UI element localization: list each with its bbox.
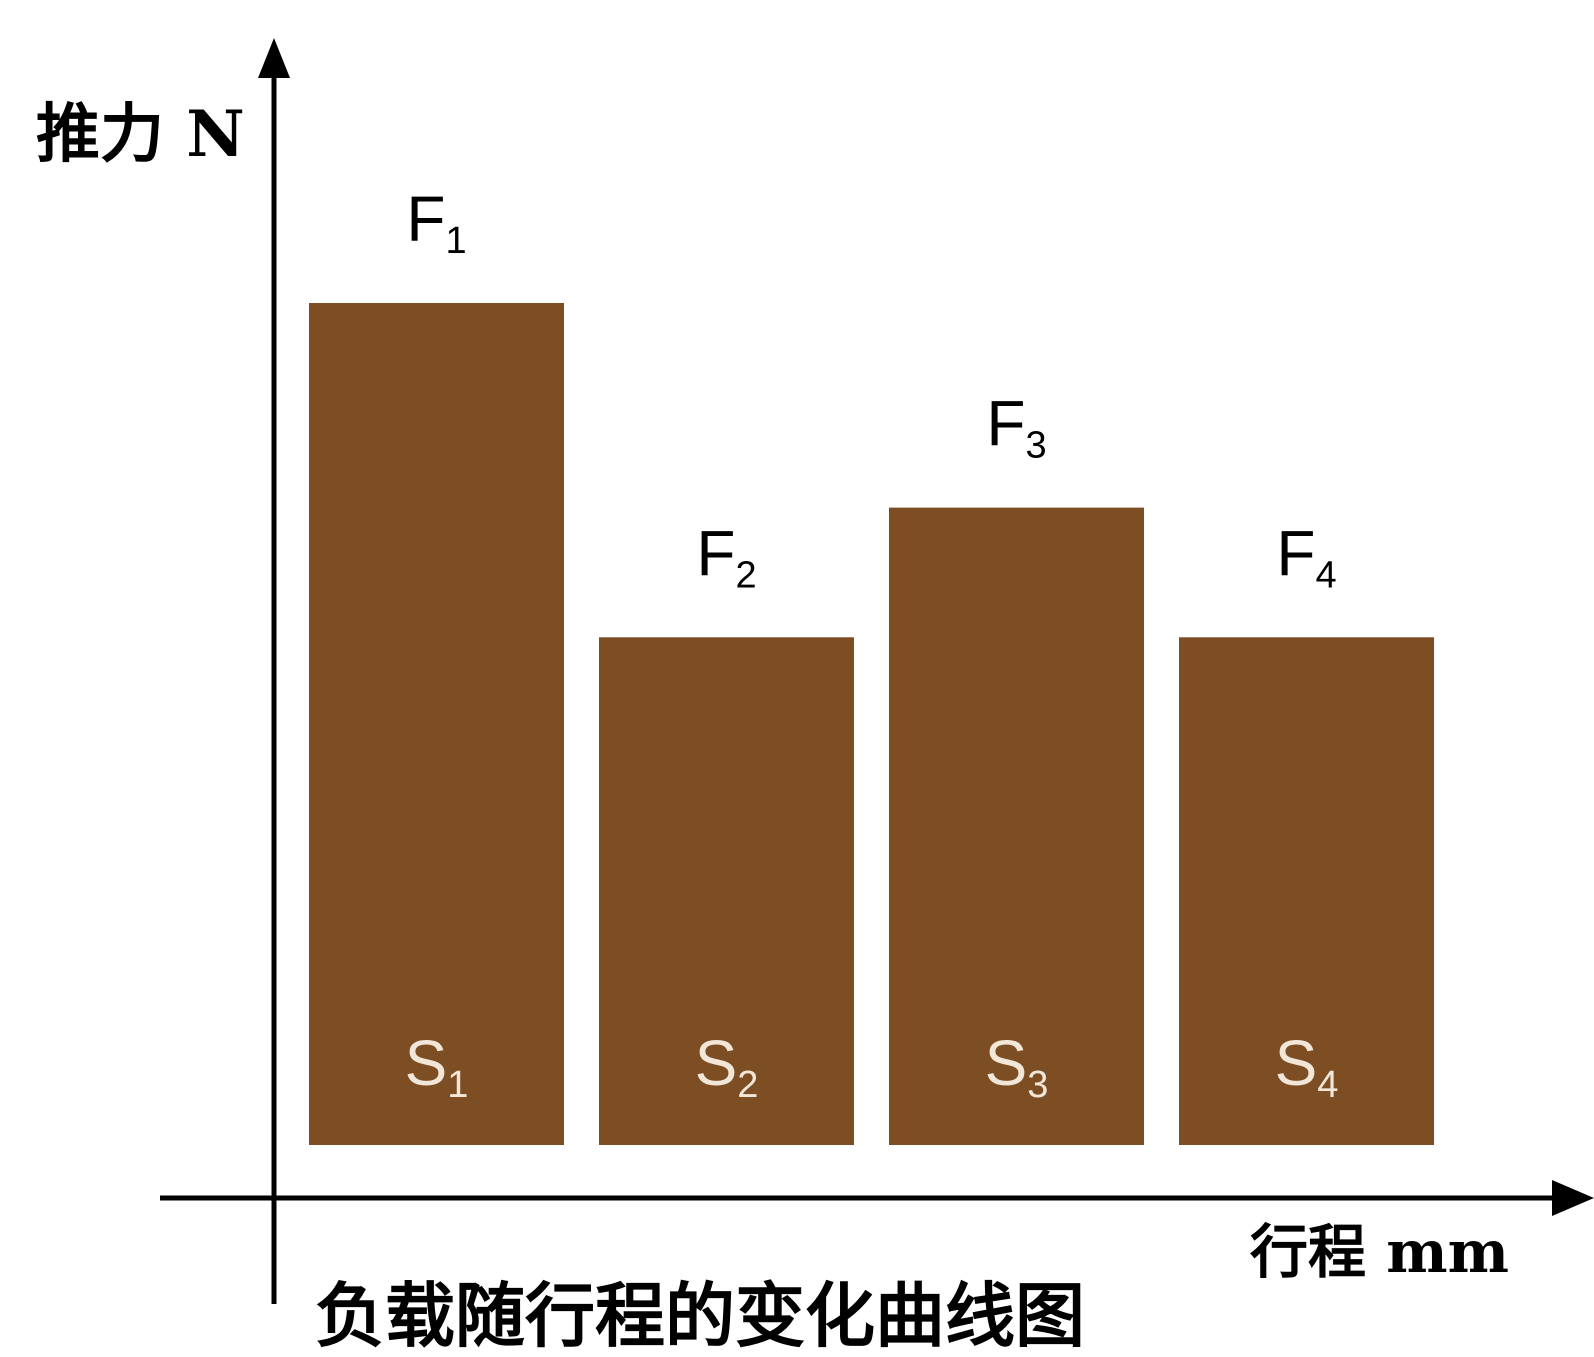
- y-axis-label: 推力 N: [36, 97, 245, 172]
- bar-inner-label-1: S1: [405, 1027, 469, 1106]
- x-axis-arrow-icon: [1552, 1180, 1594, 1216]
- bar-1: [309, 303, 564, 1145]
- bar-3: [889, 507, 1144, 1146]
- bar-2: [599, 637, 854, 1145]
- bar-top-label-sub: 3: [1025, 425, 1046, 467]
- bar-top-label-4: F4: [1276, 517, 1336, 596]
- bar-top-label-main: F: [696, 517, 735, 589]
- bar-4: [1179, 637, 1434, 1145]
- bar-inner-label-3: S3: [985, 1027, 1049, 1106]
- y-axis-arrow-icon: [258, 38, 290, 78]
- bar-top-label-main: F: [986, 388, 1025, 460]
- bar-top-label-main: F: [1276, 517, 1315, 589]
- bar-inner-label-2: S2: [695, 1027, 759, 1106]
- bar-top-label-2: F2: [696, 517, 756, 596]
- bar-inner-label-main: S: [405, 1027, 448, 1099]
- bar-inner-label-sub: 4: [1317, 1064, 1338, 1106]
- axes: [160, 38, 1594, 1304]
- chart-title: 负载随行程的变化曲线图: [315, 1274, 1085, 1357]
- bar-top-label-sub: 4: [1315, 554, 1336, 596]
- x-axis-label: 行程 mm: [1250, 1218, 1509, 1286]
- bar-inner-label-sub: 1: [447, 1064, 468, 1106]
- bars-layer: [309, 303, 1434, 1146]
- bar-top-label-main: F: [406, 183, 445, 255]
- bar-top-label-sub: 2: [735, 554, 756, 596]
- bar-inner-label-sub: 3: [1027, 1064, 1048, 1106]
- bar-inner-label-main: S: [695, 1027, 738, 1099]
- bar-inner-label-4: S4: [1275, 1027, 1339, 1106]
- bar-inner-label-sub: 2: [737, 1064, 758, 1106]
- bar-top-label-1: F1: [406, 183, 466, 262]
- bar-top-label-3: F3: [986, 388, 1046, 467]
- bar-inner-label-main: S: [985, 1027, 1028, 1099]
- bar-inner-label-main: S: [1275, 1027, 1318, 1099]
- bar-top-label-sub: 1: [445, 220, 466, 262]
